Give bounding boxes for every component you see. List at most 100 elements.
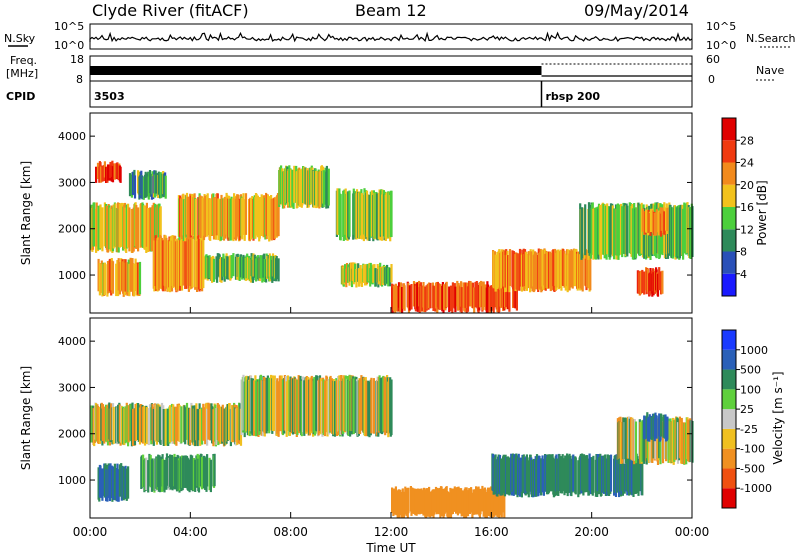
power-cell <box>142 176 145 200</box>
power-cell <box>220 194 223 237</box>
power-cell <box>209 199 212 241</box>
velocity-cell <box>169 457 172 490</box>
velocity-cell <box>176 403 179 441</box>
power-cell <box>653 212 656 236</box>
power-cell <box>237 257 240 281</box>
power-cell <box>381 189 384 236</box>
velocity-cell <box>420 488 423 514</box>
power-cell <box>226 256 229 280</box>
velocity-cell <box>148 453 151 487</box>
power-cell <box>131 208 134 253</box>
power-cell <box>355 269 358 288</box>
velocity-cell <box>137 404 140 442</box>
velocity-cell <box>167 409 170 446</box>
velocity-cell <box>251 378 254 435</box>
velocity-ylabel: Slant Range [km] <box>19 366 33 470</box>
power-cell <box>645 209 648 233</box>
velocity-cell <box>678 416 681 459</box>
power-cell <box>577 251 580 289</box>
power-cell <box>652 272 655 296</box>
velocity-cell <box>384 379 387 436</box>
power-cell <box>641 208 644 232</box>
velocity-cell <box>479 488 482 515</box>
velocity-cell <box>199 408 202 446</box>
power-cell <box>143 205 147 250</box>
velocity-cell <box>142 454 145 487</box>
velocity-cell <box>178 405 181 442</box>
power-cell <box>403 285 406 311</box>
velocity-cell <box>586 455 589 493</box>
power-cell <box>194 198 197 241</box>
power-cell <box>500 282 503 308</box>
nave-tick-top: 60 <box>706 53 720 66</box>
power-cell <box>386 264 389 284</box>
colorbar-swatch <box>722 428 736 449</box>
power-cell <box>425 285 428 311</box>
power-cell <box>151 205 154 250</box>
colorbar-tick-label: 16 <box>740 201 754 214</box>
power-cell <box>408 285 411 311</box>
velocity-cell <box>188 459 191 493</box>
velocity-cell <box>149 454 152 488</box>
power-cell <box>159 206 162 251</box>
colorbar-swatch <box>722 389 736 410</box>
velocity-cell <box>142 406 145 444</box>
power-cell <box>546 251 549 289</box>
power-cell <box>514 282 517 309</box>
velocity-cell <box>601 455 604 493</box>
power-cell <box>655 209 658 233</box>
xtick-label: 08:00 <box>273 525 308 539</box>
power-cell <box>191 193 194 236</box>
velocity-cell <box>378 375 381 431</box>
velocity-cell <box>221 404 224 442</box>
power-cell <box>266 255 269 279</box>
power-cell <box>640 270 643 294</box>
velocity-cell <box>418 488 421 515</box>
velocity-cell <box>538 455 541 493</box>
velocity-cell <box>294 378 297 434</box>
ytick-label: 4000 <box>58 335 86 348</box>
velocity-cell <box>628 418 631 461</box>
power-cell <box>99 204 102 249</box>
velocity-cell <box>317 379 320 436</box>
power-cell <box>348 190 351 237</box>
velocity-cell <box>609 454 613 492</box>
velocity-cell <box>368 381 371 438</box>
power-cell <box>613 208 616 260</box>
velocity-cell <box>683 422 686 465</box>
xtick-label: 04:00 <box>173 525 208 539</box>
power-cell <box>376 194 379 241</box>
velocity-cell <box>117 469 120 502</box>
velocity-cell <box>673 420 676 462</box>
power-cell <box>135 205 138 249</box>
velocity-cell <box>417 488 420 515</box>
velocity-cell <box>458 488 461 514</box>
velocity-cell <box>632 460 635 497</box>
velocity-cell <box>303 380 306 436</box>
power-cell <box>157 171 160 195</box>
power-cell <box>109 207 112 252</box>
power-cell <box>156 204 159 249</box>
power-cell <box>666 207 669 231</box>
noise-tick-top-left: 10^5 <box>54 20 84 33</box>
power-cell <box>133 263 136 297</box>
power-cell <box>100 166 103 183</box>
power-cell <box>581 207 584 259</box>
power-cell <box>232 253 235 277</box>
power-cell <box>116 162 119 179</box>
velocity-cell <box>98 406 101 444</box>
velocity-cell <box>508 458 511 496</box>
velocity-cell <box>326 380 329 437</box>
power-cell <box>127 203 130 248</box>
velocity-cell <box>526 457 529 495</box>
velocity-cell <box>125 468 128 501</box>
velocity-cell <box>268 377 271 434</box>
power-cell <box>671 207 675 259</box>
freq-label-1: Freq. <box>10 54 37 67</box>
colorbar-swatch <box>722 207 736 230</box>
power-cell <box>457 283 460 309</box>
colorbar-swatch <box>722 409 736 429</box>
power-cell <box>186 234 189 286</box>
velocity-cell <box>289 376 292 433</box>
power-cell <box>315 171 318 209</box>
